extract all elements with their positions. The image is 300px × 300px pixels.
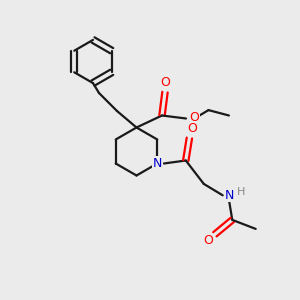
Text: O: O — [190, 111, 199, 124]
Text: N: N — [225, 189, 234, 202]
Text: N: N — [153, 157, 162, 170]
Text: O: O — [203, 234, 213, 248]
Text: O: O — [160, 76, 170, 89]
Text: H: H — [236, 187, 245, 197]
Text: O: O — [188, 122, 197, 136]
